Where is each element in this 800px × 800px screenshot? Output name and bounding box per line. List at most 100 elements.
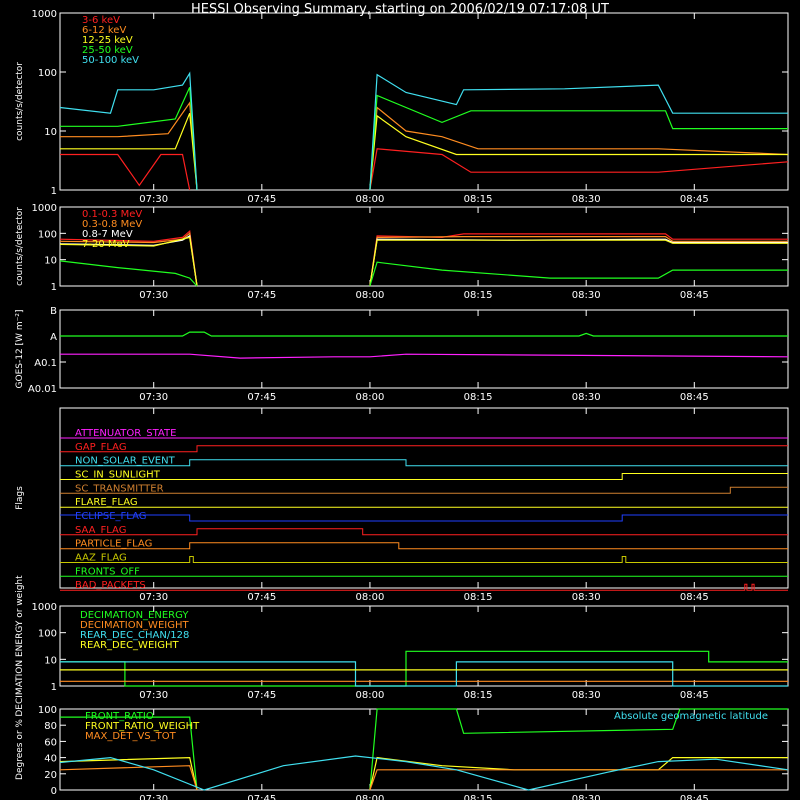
x-tick-label: 07:45 xyxy=(247,592,276,603)
y-axis-label: counts/s/detector xyxy=(15,62,25,141)
x-tick-label: 07:30 xyxy=(139,392,168,403)
y-tick-label: 60 xyxy=(44,737,57,748)
flag-line xyxy=(60,486,788,494)
flag-line xyxy=(60,514,788,522)
x-tick-label: 07:30 xyxy=(139,290,168,301)
legend-entry: 7-20 MeV xyxy=(82,239,130,250)
panel-goes: 07:30 07:45 08:00 08:15 08:30 08:45 GOES-12 [W… xyxy=(15,306,789,403)
x-tick-label: 08:30 xyxy=(572,194,601,205)
x-tick-label: 08:30 xyxy=(572,794,601,800)
legend-entry: 12-25 keV xyxy=(82,35,133,46)
series-line xyxy=(60,112,198,191)
y-tick-label: 40 xyxy=(44,754,57,765)
y-axis-label: DECIMATION ENERGY or weight xyxy=(15,575,25,717)
series-line xyxy=(60,650,788,687)
series-line xyxy=(60,353,789,359)
y-tick-label: 100 xyxy=(38,229,57,240)
flag-label: FLARE_FLAG xyxy=(75,497,138,508)
panel-frame xyxy=(59,309,789,389)
flag-label: GAP_FLAG xyxy=(75,442,127,453)
series-line xyxy=(369,148,789,191)
flag-label: PARTICLE_FLAG xyxy=(75,539,152,550)
x-tick-label: 08:15 xyxy=(464,690,493,701)
y-tick-label: 1 xyxy=(51,282,57,293)
series-line xyxy=(59,756,198,791)
series-line xyxy=(369,233,788,287)
x-tick-label: 08:15 xyxy=(464,290,493,301)
y-tick-label: B xyxy=(50,306,57,317)
series-line xyxy=(369,239,788,287)
x-tick-label: 07:30 xyxy=(139,794,168,800)
legend-entry: MAX_DET_VS_TOT xyxy=(85,731,177,742)
series-line xyxy=(369,238,788,287)
y-tick-label: 100 xyxy=(38,629,57,640)
x-tick-label: 07:45 xyxy=(247,290,276,301)
flag-label: ATTENUATOR_STATE xyxy=(75,428,176,439)
y-tick-label: 1000 xyxy=(32,602,57,613)
y-tick-label: A xyxy=(50,332,57,343)
x-tick-label: 08:45 xyxy=(680,290,709,301)
legend-entry: REAR_DEC_CHAN/128 xyxy=(80,630,189,641)
panel-hxr: 07:30 07:45 08:00 08:15 08:30 08:45 counts/s/d… xyxy=(15,9,789,205)
x-tick-label: 07:30 xyxy=(139,194,168,205)
panel-decimation: 07:30 07:45 08:00 08:15 08:30 08:45 DECIMATION… xyxy=(15,575,789,717)
x-tick-label: 08:00 xyxy=(356,690,385,701)
x-tick-label: 08:30 xyxy=(572,690,601,701)
series-line xyxy=(369,756,788,791)
legend-entry: FRONT_RATIO_WEIGHT xyxy=(85,721,200,732)
y-tick-label: A0.01 xyxy=(28,384,57,395)
flag-label: SC_TRANSMITTER xyxy=(75,483,164,494)
x-tick-label: 08:45 xyxy=(680,392,709,403)
x-tick-label: 08:00 xyxy=(356,592,385,603)
flag-line xyxy=(60,542,788,550)
series-line xyxy=(369,708,788,791)
x-tick-label: 08:00 xyxy=(356,794,385,800)
x-tick-label: 08:45 xyxy=(680,690,709,701)
series-line xyxy=(59,236,198,287)
x-tick-label: 08:00 xyxy=(356,290,385,301)
series-line xyxy=(59,71,198,191)
x-tick-label: 07:30 xyxy=(139,690,168,701)
legend-entry: 25-50 keV xyxy=(82,45,133,56)
y-axis-label: GOES-12 [W m⁻²] xyxy=(15,310,25,389)
y-tick-label: 1000 xyxy=(32,9,57,20)
series-line xyxy=(59,765,198,791)
y-tick-label: 1000 xyxy=(32,203,57,214)
x-tick-label: 08:15 xyxy=(464,794,493,800)
x-tick-label: 08:15 xyxy=(464,592,493,603)
x-tick-label: 08:15 xyxy=(464,194,493,205)
y-tick-label: 10 xyxy=(44,256,57,267)
panel-frame xyxy=(59,12,789,191)
flag-label: NON_SOLAR_EVENT xyxy=(75,456,176,467)
flag-label: SAA_FLAG xyxy=(75,525,126,536)
series-line xyxy=(59,755,789,791)
series-line xyxy=(60,331,788,337)
x-tick-label: 07:45 xyxy=(247,794,276,800)
y-tick-label: 20 xyxy=(44,770,57,781)
panel-frame xyxy=(59,206,789,287)
flag-line xyxy=(60,528,788,536)
y-tick-label: A0.1 xyxy=(34,358,57,369)
x-tick-label: 07:45 xyxy=(247,194,276,205)
y-axis-label: Flags xyxy=(15,486,25,510)
legend-entry: 6-12 keV xyxy=(82,25,126,36)
legend-entry: DECIMATION_WEIGHT xyxy=(80,620,189,631)
flag-label: FRONTS_OFF xyxy=(75,566,140,577)
x-tick-label: 08:00 xyxy=(356,392,385,403)
y-tick-label: 80 xyxy=(44,721,57,732)
flag-line xyxy=(60,556,788,563)
series-line xyxy=(369,73,788,191)
legend-entry: 3-6 keV xyxy=(82,15,120,26)
flag-line xyxy=(60,473,788,480)
flag-line xyxy=(60,445,788,453)
series-line xyxy=(369,114,788,191)
series-line xyxy=(60,87,198,191)
series-line xyxy=(60,153,191,191)
series-line xyxy=(369,106,789,191)
panel-gamma: 07:30 07:45 08:00 08:15 08:30 08:45 counts/s/d… xyxy=(15,203,789,301)
y-tick-label: 1 xyxy=(51,682,57,693)
series-line xyxy=(369,769,788,791)
series-line xyxy=(60,661,788,687)
flag-label: ECLIPSE_FLAG xyxy=(75,511,146,522)
annotation: Absolute geomagnetic latitude xyxy=(614,711,768,722)
